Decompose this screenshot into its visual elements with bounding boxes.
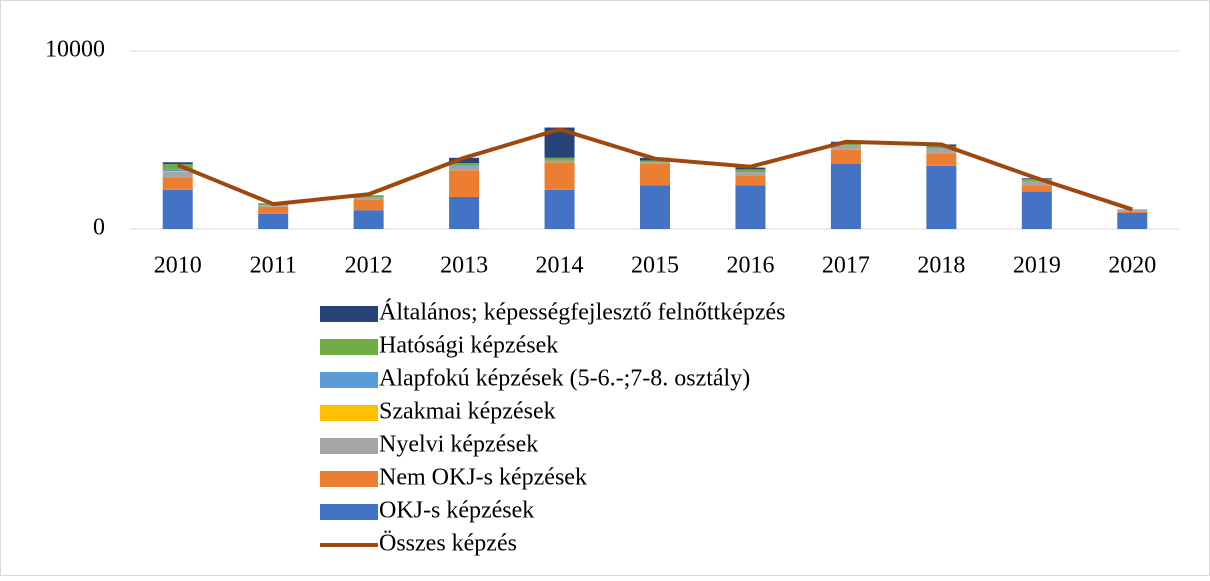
x-tick-label: 2013 [440, 253, 488, 279]
legend-swatch [320, 339, 378, 355]
bar-segment [926, 146, 957, 149]
bar-segment [162, 171, 193, 173]
bar-segment [544, 160, 575, 163]
x-tick-label: 2015 [631, 253, 679, 279]
bar-segment [735, 185, 766, 229]
bar-segment [640, 162, 670, 165]
bar-segment [544, 162, 575, 190]
bar-segment [162, 169, 193, 172]
bar-segment [640, 185, 670, 229]
x-tick-label: 2017 [822, 253, 870, 279]
x-tick-label: 2012 [345, 253, 393, 279]
bar-segment [640, 160, 670, 163]
legend-swatch [320, 438, 378, 454]
bar-segment [544, 157, 575, 161]
bar-segment [353, 195, 384, 198]
x-tick-label: 2010 [154, 253, 202, 279]
bar-segment [258, 206, 289, 214]
bar-segment [353, 210, 384, 229]
bar-segment [1117, 212, 1148, 229]
bar-segment [258, 213, 289, 229]
bar-segment [449, 196, 480, 229]
bar-segment [1117, 209, 1148, 211]
legend-label: Összes képzés [379, 531, 517, 557]
legend-label: Nyelvi képzések [379, 432, 538, 458]
x-tick-label: 2014 [536, 253, 584, 279]
bar-segment [1117, 211, 1148, 213]
bar-segment [353, 197, 384, 200]
bar-segment [449, 166, 480, 171]
bar-segment [1021, 180, 1052, 186]
bar-segment [162, 162, 193, 165]
legend-swatch [320, 504, 378, 520]
legend-swatch [320, 372, 378, 388]
bar-segment [449, 165, 480, 167]
x-tick-label: 2011 [250, 253, 297, 279]
bar-segment [926, 153, 957, 166]
x-tick-label: 2020 [1108, 253, 1156, 279]
y-tick-label: 0 [93, 215, 105, 241]
bar-segment [830, 149, 861, 165]
legend-swatch [320, 471, 378, 487]
bar-segment [449, 170, 480, 197]
bar-segment [162, 177, 193, 190]
bar-segment [544, 189, 575, 229]
legend-label: Alapfokú képzések (5-6.-;7-8. osztály) [379, 366, 750, 392]
bar-segment [735, 172, 766, 176]
bar-segment [735, 169, 766, 173]
bar-segment [1117, 210, 1148, 212]
total-line [176, 127, 1133, 212]
bar-segment [830, 145, 861, 150]
bar-segment [735, 175, 766, 186]
bar-segment [449, 157, 480, 164]
legend-swatch [320, 405, 378, 421]
bar-segment [926, 148, 957, 154]
x-tick-label: 2016 [726, 253, 774, 279]
legend-label: Szakmai képzések [379, 399, 556, 425]
bar-segment [449, 163, 480, 166]
legend-label: Hatósági képzések [379, 333, 558, 359]
bar-segment [830, 164, 861, 229]
x-tick-label: 2018 [917, 253, 965, 279]
legend-label: OKJ-s képzések [379, 498, 534, 524]
bar-segment [926, 165, 957, 229]
y-tick-label: 10000 [45, 37, 105, 63]
bar-segment [640, 164, 670, 186]
x-tick-label: 2019 [1013, 253, 1061, 279]
bar-segment [830, 143, 861, 146]
bar-segment [162, 189, 193, 229]
bar-segment [1021, 185, 1052, 192]
legend-swatch [320, 306, 378, 322]
bar-segment [162, 172, 193, 178]
bar-segment [353, 199, 384, 211]
legend-label: Általános; képességfejlesztő felnőttképz… [379, 300, 786, 326]
legend-label: Nem OKJ-s képzések [379, 465, 587, 491]
bar-segment [1021, 191, 1052, 229]
